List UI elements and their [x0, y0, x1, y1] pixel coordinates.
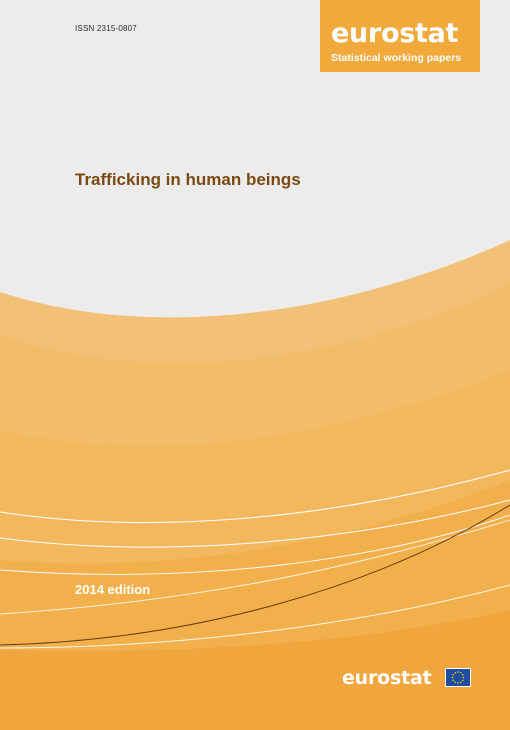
eu-flag-icon [445, 668, 471, 687]
series-name: Statistical working papers [331, 52, 462, 64]
eurostat-header-logo: eurostat Statistical working papers [320, 0, 480, 72]
eurostat-footer-logo: eurostat [342, 666, 471, 690]
brand-name: eurostat [331, 18, 459, 49]
edition-label: 2014 edition [75, 582, 151, 597]
publication-title: Trafficking in human beings [75, 170, 301, 189]
footer-brand-name: eurostat [342, 667, 432, 689]
issn-number: ISSN 2315-0807 [75, 24, 137, 33]
